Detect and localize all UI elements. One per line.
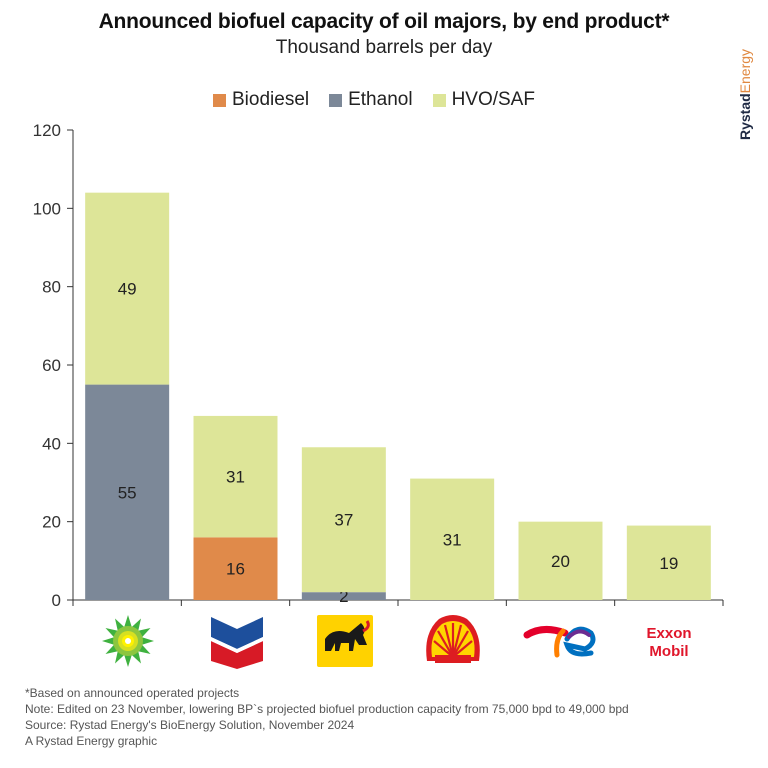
- eni-logo: [317, 615, 373, 667]
- shell-logo: [426, 615, 480, 663]
- exxon-text: Exxon: [646, 625, 691, 642]
- bar-segment-hvo-saf: [410, 478, 495, 600]
- chart-legend: Biodiesel Ethanol HVO/SAF: [213, 89, 555, 111]
- legend-label-biodiesel: Biodiesel: [232, 89, 310, 110]
- y-tick-label: 60: [42, 356, 61, 375]
- footnote-note: Note: Edited on 23 November, lowering BP…: [25, 702, 629, 716]
- footnote-based-on: *Based on announced operated projects: [25, 686, 240, 700]
- bar-segment-ethanol: [85, 384, 170, 600]
- data-label-ethanol: 2: [339, 587, 348, 606]
- data-label-biodiesel: 16: [226, 560, 245, 579]
- bp-logo: [102, 615, 154, 667]
- footnote-credit: A Rystad Energy graphic: [25, 734, 158, 748]
- data-label-hvo-saf: 49: [118, 280, 137, 299]
- bar-segment-hvo-saf: [301, 447, 386, 593]
- bar-segment-hvo-saf: [85, 192, 170, 385]
- bar-segment-hvo-saf: [626, 525, 711, 600]
- y-tick-label: 120: [33, 121, 61, 140]
- svg-text:RystadEnergy: RystadEnergy: [737, 49, 753, 140]
- footnotes: *Based on announced operated projects No…: [25, 685, 629, 749]
- exxonmobil-logo: Exxon Mobil: [646, 625, 691, 660]
- data-label-ethanol: 55: [118, 483, 137, 502]
- bar-segment-ethanol: [301, 592, 386, 600]
- data-label-hvo-saf: 19: [659, 554, 678, 573]
- rystad-energy-logo: RystadEnergy: [737, 49, 753, 140]
- y-tick-label: 100: [33, 199, 61, 218]
- data-label-hvo-saf: 20: [551, 552, 570, 571]
- brand-name-bold: Rystad: [737, 93, 753, 140]
- totalenergies-logo: [523, 626, 596, 658]
- chevron-logo: [211, 617, 263, 669]
- legend-item-ethanol: Ethanol: [329, 89, 413, 111]
- brand-name-light: Energy: [737, 49, 753, 93]
- legend-label-ethanol: Ethanol: [348, 89, 413, 110]
- data-label-hvo-saf: 37: [334, 511, 353, 530]
- legend-swatch-ethanol: [329, 93, 343, 107]
- chart-title: Announced biofuel capacity of oil majors…: [98, 10, 670, 33]
- bar-segment-hvo-saf: [518, 521, 603, 600]
- legend-item-biodiesel: Biodiesel: [213, 89, 309, 111]
- legend-swatch-biodiesel: [213, 93, 226, 107]
- footnote-source: Source: Rystad Energy's BioEnergy Soluti…: [25, 718, 355, 732]
- bar-segment-biodiesel: [193, 537, 278, 600]
- y-tick-label: 20: [42, 513, 61, 532]
- legend-label-hvo-saf: HVO/SAF: [451, 89, 535, 110]
- data-label-hvo-saf: 31: [443, 530, 462, 549]
- legend-item-hvo-saf: HVO/SAF: [432, 89, 535, 111]
- legend-swatch-hvo-saf: [432, 93, 446, 107]
- y-tick-label: 40: [42, 434, 61, 453]
- y-tick-label: 80: [42, 278, 61, 297]
- chart-subtitle: Thousand barrels per day: [275, 37, 493, 58]
- mobil-text: Mobil: [649, 643, 688, 660]
- y-tick-label: 0: [52, 591, 61, 610]
- bar-segment-hvo-saf: [193, 415, 278, 538]
- data-label-hvo-saf: 31: [226, 468, 245, 487]
